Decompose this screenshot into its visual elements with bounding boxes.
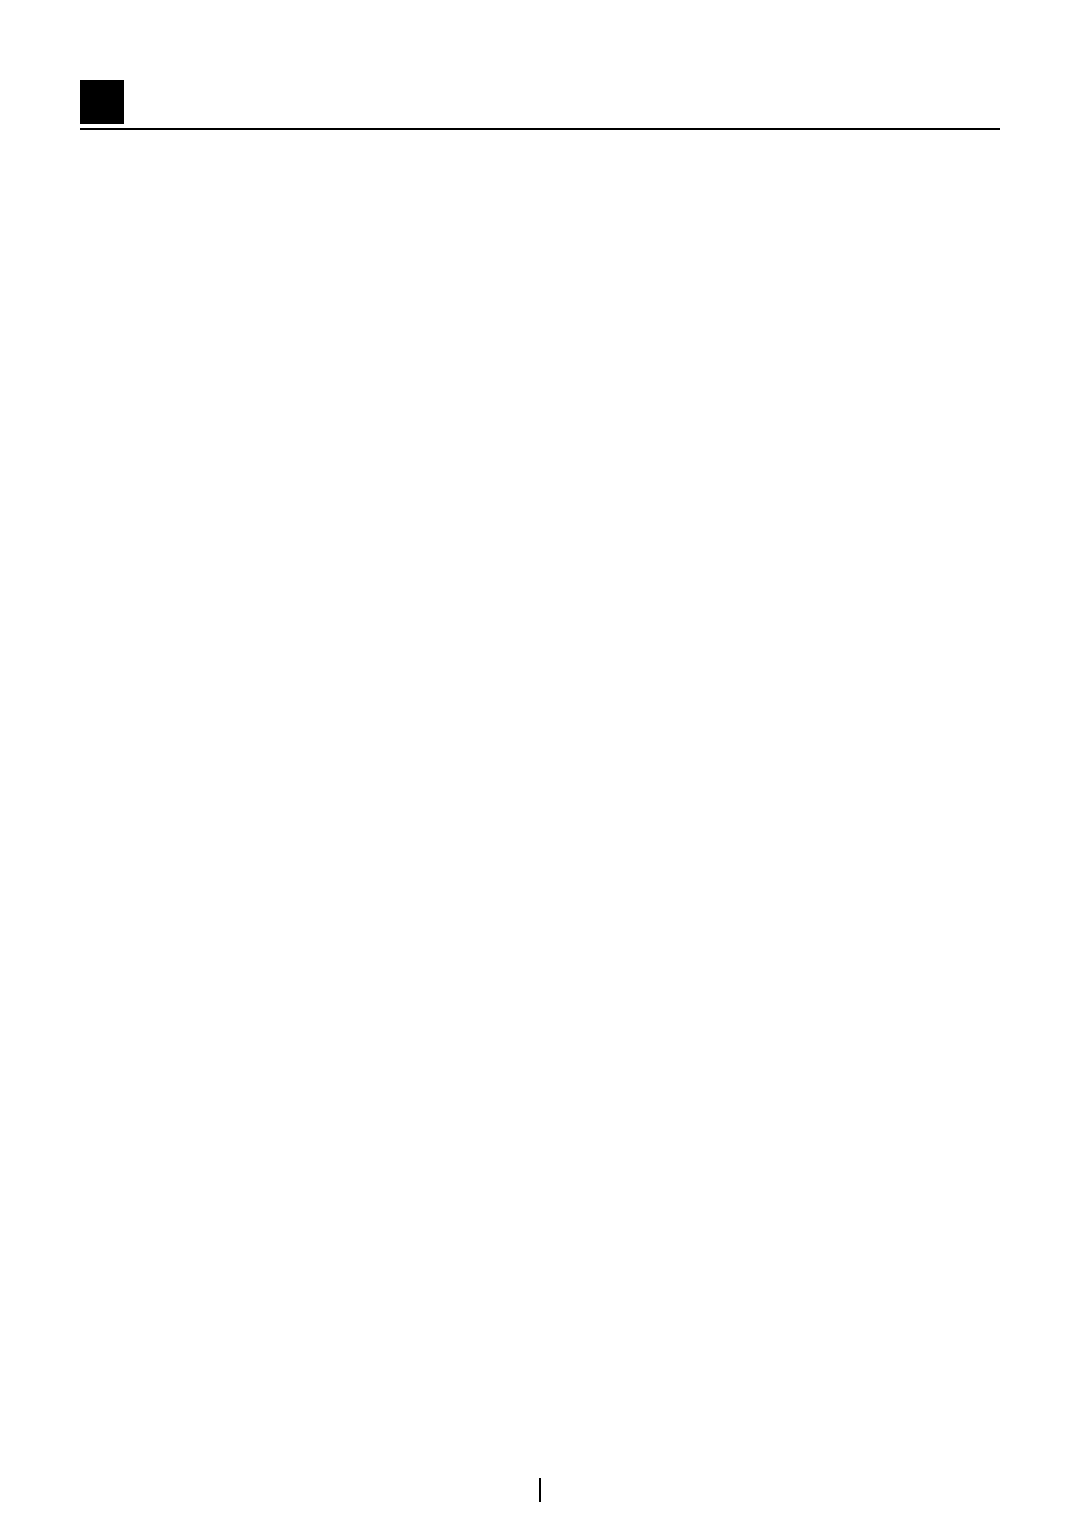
refrigerator-diagram — [230, 160, 850, 900]
page-footer — [0, 1475, 1080, 1502]
diagram-container — [80, 160, 1000, 900]
footer-separator — [539, 1478, 541, 1502]
section-number-box — [80, 80, 124, 124]
section-header — [80, 80, 1000, 130]
